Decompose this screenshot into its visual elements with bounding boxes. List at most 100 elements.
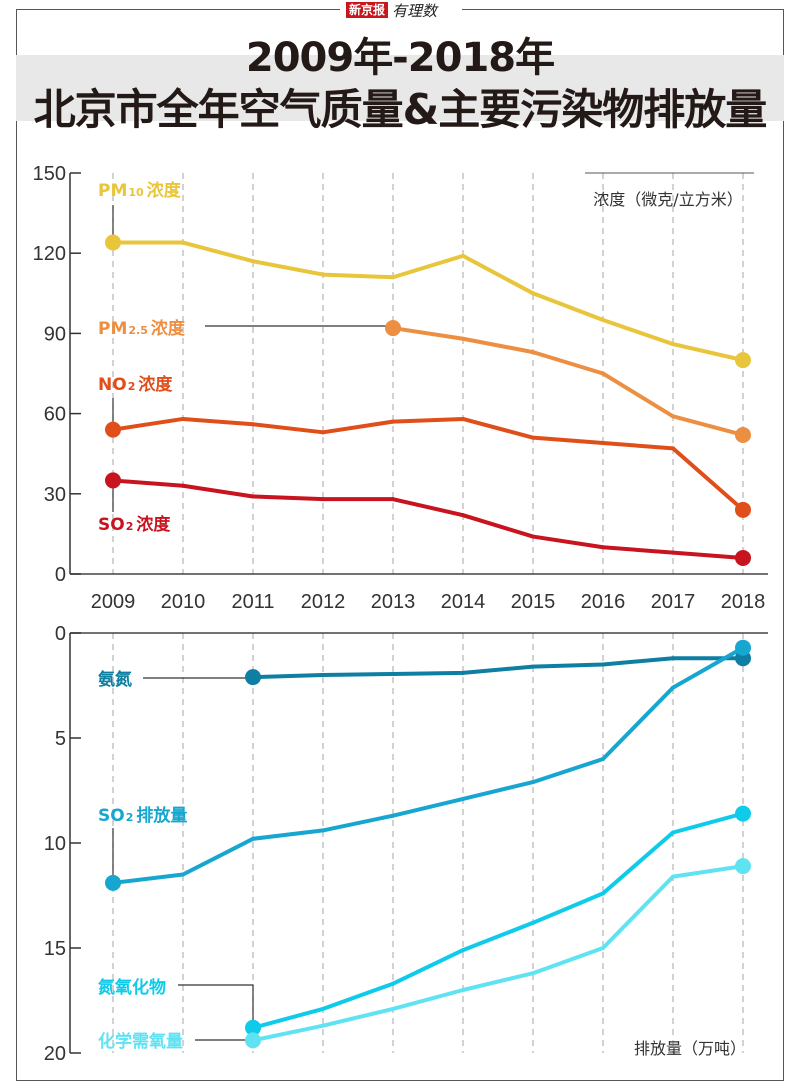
data-point bbox=[321, 828, 325, 833]
data-point bbox=[461, 988, 465, 992]
unit-label: 排放量（万吨） bbox=[634, 1039, 746, 1058]
x-tick-label: 2011 bbox=[231, 591, 274, 613]
series-PM10浓度: PM10 浓度 bbox=[98, 180, 751, 369]
data-point bbox=[391, 419, 395, 424]
y-tick-label: 5 bbox=[55, 728, 66, 750]
y-tick-label: 0 bbox=[55, 623, 66, 645]
label-tail: 浓度 bbox=[147, 180, 182, 201]
label-subscript: 10 bbox=[128, 186, 144, 199]
data-point bbox=[251, 1025, 255, 1030]
data-point bbox=[391, 497, 395, 502]
data-point bbox=[741, 864, 745, 869]
air-quality-chart: 0 30 60 90 120 150 2009 2010 2011 2012 2013 2014 201… bbox=[33, 163, 768, 613]
label-main: 化学需氧量 bbox=[98, 1031, 183, 1052]
data-point bbox=[181, 872, 185, 877]
series-PM2.5浓度: PM2.5 浓度 bbox=[98, 318, 751, 443]
data-point bbox=[531, 350, 535, 355]
series-label: PM2.5 浓度 bbox=[98, 318, 186, 339]
data-point bbox=[321, 1023, 325, 1028]
label-subscript: 2 bbox=[126, 520, 134, 533]
data-point bbox=[251, 1038, 255, 1043]
data-point bbox=[461, 336, 465, 341]
series-line bbox=[113, 240, 744, 363]
x-tick-label: 2012 bbox=[301, 591, 346, 613]
data-point bbox=[251, 675, 255, 680]
data-point bbox=[601, 946, 605, 950]
x-tick-label: 2017 bbox=[651, 591, 696, 613]
data-point bbox=[181, 483, 185, 488]
data-point bbox=[251, 836, 255, 841]
data-point bbox=[601, 371, 605, 376]
brand-column: 有理数 bbox=[392, 1, 438, 20]
data-point bbox=[601, 441, 605, 446]
y-tick-label: 10 bbox=[44, 833, 66, 855]
y-tick-label: 60 bbox=[44, 404, 66, 426]
series-SO2浓度: SO2 浓度 bbox=[98, 472, 751, 566]
label-subscript: 2.5 bbox=[128, 324, 148, 337]
series-label: NO2 浓度 bbox=[98, 374, 173, 395]
label-subscript: 2 bbox=[126, 811, 134, 824]
data-point bbox=[531, 291, 535, 296]
data-point bbox=[741, 507, 745, 512]
data-point bbox=[531, 920, 535, 925]
data-point bbox=[671, 414, 675, 419]
series-line bbox=[252, 864, 744, 1043]
data-point bbox=[741, 432, 745, 437]
data-point bbox=[531, 664, 535, 669]
y-tick-label: 20 bbox=[44, 1043, 66, 1065]
data-point bbox=[321, 673, 325, 677]
data-point bbox=[321, 1006, 325, 1011]
data-point bbox=[741, 555, 745, 560]
data-point bbox=[601, 662, 605, 667]
data-point bbox=[321, 272, 325, 277]
series-line bbox=[112, 645, 744, 885]
x-tick-label: 2016 bbox=[581, 591, 626, 613]
data-point bbox=[601, 757, 605, 761]
label-tail: 浓度 bbox=[136, 514, 171, 535]
data-point bbox=[111, 478, 115, 483]
data-point bbox=[671, 874, 675, 879]
label-tail: 浓度 bbox=[138, 374, 173, 395]
data-point bbox=[671, 685, 675, 690]
infographic-frame bbox=[16, 9, 784, 1081]
x-tick-label: 2009 bbox=[91, 591, 136, 613]
brand-name: 新京报 bbox=[346, 2, 389, 18]
data-point bbox=[111, 427, 115, 432]
data-point bbox=[671, 342, 675, 347]
data-point bbox=[251, 422, 255, 427]
data-point bbox=[741, 811, 745, 816]
x-tick-label: 2015 bbox=[511, 591, 556, 613]
series-label: 氨氮 bbox=[98, 669, 132, 690]
series-line bbox=[252, 811, 744, 1030]
data-point bbox=[251, 494, 255, 499]
data-point bbox=[461, 948, 465, 953]
data-point bbox=[531, 534, 535, 539]
label-tail: 排放量 bbox=[136, 805, 187, 826]
data-point bbox=[461, 513, 465, 518]
series-NO2浓度: NO2 浓度 bbox=[98, 374, 751, 518]
data-point bbox=[461, 796, 465, 801]
label-main: 氨氮 bbox=[98, 669, 132, 690]
data-point bbox=[111, 240, 115, 245]
series-化学需氧量: 化学需氧量 bbox=[98, 858, 751, 1052]
series-label: 氮氧化物 bbox=[98, 977, 166, 998]
data-point bbox=[391, 813, 395, 818]
x-tick-label: 2013 bbox=[371, 591, 416, 613]
series-label: PM10 浓度 bbox=[98, 180, 182, 201]
unit-label: 浓度（微克/立方米） bbox=[593, 190, 742, 209]
title-band bbox=[16, 55, 784, 121]
data-point bbox=[671, 446, 675, 451]
data-point bbox=[391, 275, 395, 280]
x-tick-label: 2014 bbox=[441, 591, 486, 613]
x-tick-label: 2018 bbox=[721, 591, 766, 613]
series-氮氧化物: 氮氧化物 bbox=[98, 805, 751, 1036]
data-point bbox=[671, 830, 675, 835]
frame-top-rule-left bbox=[16, 9, 340, 10]
data-point bbox=[251, 259, 255, 264]
series-line bbox=[112, 416, 745, 512]
label-main: NO bbox=[98, 375, 127, 395]
data-point bbox=[531, 780, 535, 785]
label-main: 氮氧化物 bbox=[98, 977, 166, 998]
data-point bbox=[531, 971, 535, 976]
